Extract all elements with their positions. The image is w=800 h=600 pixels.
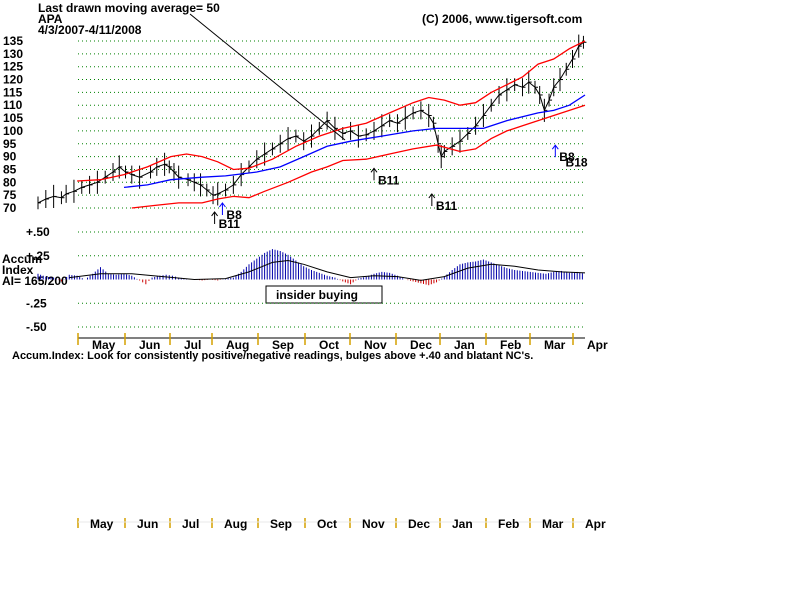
accum-tick-label: -.25 bbox=[26, 296, 47, 310]
band_lower-line bbox=[131, 104, 586, 209]
price-tick-label: 120 bbox=[3, 73, 23, 87]
price-tick-label: 125 bbox=[3, 60, 23, 74]
price-tick-label: 85 bbox=[3, 162, 17, 176]
signal-arrow-head bbox=[551, 144, 559, 150]
month-label: Aug bbox=[226, 338, 249, 352]
signal-arrow-head bbox=[370, 167, 378, 173]
month-label: Jun bbox=[139, 338, 160, 352]
ma-note-pointer bbox=[189, 13, 346, 141]
month-label: May bbox=[92, 338, 116, 352]
signal-label: B18 bbox=[566, 155, 588, 169]
month-label-lower: Jul bbox=[182, 517, 199, 531]
price-tick-label: 75 bbox=[3, 188, 17, 202]
month-label: Apr bbox=[587, 338, 608, 352]
month-label-lower: Mar bbox=[542, 517, 564, 531]
price-tick-label: 130 bbox=[3, 47, 23, 61]
ai-score: AI= 165/200 bbox=[2, 274, 68, 288]
price-tick-label: 95 bbox=[3, 137, 17, 151]
month-label-lower: Jan bbox=[452, 517, 473, 531]
price-tick-label: 90 bbox=[3, 150, 17, 164]
month-label: Jan bbox=[454, 338, 475, 352]
month-label: Sep bbox=[272, 338, 294, 352]
ticker-label: APA bbox=[38, 12, 63, 26]
band_upper-line bbox=[77, 40, 586, 182]
signal-label: B8 bbox=[226, 208, 242, 222]
month-label-lower: Jun bbox=[137, 517, 158, 531]
signal-arrow-head bbox=[219, 202, 226, 208]
signal-label: B8 bbox=[559, 150, 575, 164]
month-label-lower: Sep bbox=[270, 517, 292, 531]
ma-note: Last drawn moving average= 50 bbox=[38, 1, 220, 15]
month-label-lower: Oct bbox=[317, 517, 337, 531]
month-label-lower: Aug bbox=[224, 517, 247, 531]
price-close-line bbox=[37, 41, 584, 204]
month-label-lower: May bbox=[90, 517, 114, 531]
insider-buying-label: insider buying bbox=[276, 288, 358, 302]
date-range-label: 4/3/2007-4/11/2008 bbox=[38, 23, 142, 37]
signal-arrow-head bbox=[428, 193, 436, 199]
month-label: Dec bbox=[410, 338, 432, 352]
month-label-lower: Apr bbox=[585, 517, 606, 531]
copyright-label: (C) 2006, www.tigersoft.com bbox=[422, 12, 582, 26]
signal-label: B11 bbox=[219, 217, 241, 231]
accum-tick-label: -.50 bbox=[26, 320, 47, 334]
month-label: Nov bbox=[364, 338, 387, 352]
accum-ma-line bbox=[69, 259, 586, 281]
price-tick-label: 100 bbox=[3, 124, 23, 138]
index-title: Index bbox=[2, 263, 34, 277]
month-label: Mar bbox=[544, 338, 566, 352]
month-label: Oct bbox=[319, 338, 339, 352]
accum-tick-label: +.25 bbox=[26, 249, 50, 263]
price-tick-label: 115 bbox=[3, 85, 23, 99]
month-label-lower: Nov bbox=[362, 517, 385, 531]
signal-arrow-head bbox=[211, 211, 219, 217]
price-tick-label: 135 bbox=[3, 34, 23, 48]
ma_50-line bbox=[123, 94, 586, 189]
price-tick-label: 80 bbox=[3, 175, 17, 189]
month-label: Jul bbox=[184, 338, 201, 352]
footer-note: Accum.Index: Look for consistently posit… bbox=[12, 350, 533, 362]
month-label: Feb bbox=[500, 338, 521, 352]
price-tick-label: 110 bbox=[3, 98, 23, 112]
price-tick-label: 105 bbox=[3, 111, 23, 125]
month-label-lower: Dec bbox=[408, 517, 430, 531]
accum-tick-label: +.50 bbox=[26, 225, 50, 239]
price-tick-label: 70 bbox=[3, 201, 17, 215]
insider-buying-box bbox=[265, 285, 383, 304]
month-label-lower: Feb bbox=[498, 517, 519, 531]
signal-label: B11 bbox=[378, 173, 400, 187]
accum-title: Accum bbox=[2, 252, 42, 266]
signal-label: B11 bbox=[436, 199, 458, 213]
